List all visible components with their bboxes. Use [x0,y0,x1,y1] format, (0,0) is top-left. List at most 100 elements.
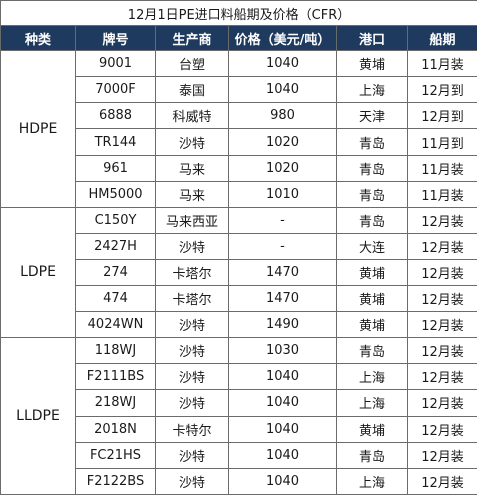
table-title-row: 12月1日PE进口料船期及价格（CFR） [0,0,477,27]
header-schedule: 船期 [406,25,477,52]
category-cell: HDPE [0,50,76,208]
schedule-cell: 12月装 [406,363,477,391]
schedule-cell: 12月装 [406,337,477,365]
grade-cell: F2111BS [75,363,156,391]
price-cell: 1040 [228,415,337,443]
schedule-cell: 12月装 [406,311,477,339]
header-grade: 牌号 [75,25,156,52]
producer-cell: 卡塔尔 [155,258,229,287]
schedule-cell: 12月装 [406,258,477,287]
grade-cell: 2427H [75,232,156,260]
grade-cell: HM5000 [75,180,156,208]
price-cell: 1020 [228,128,337,156]
table-row: 4024WN 沙特 1490 黄埔 12月装 [1,311,477,339]
producer-cell: 沙特 [155,467,229,495]
grade-cell: 961 [75,154,156,182]
price-cell: 1010 [228,180,337,208]
port-cell: 青岛 [336,206,408,234]
price-cell: 1040 [228,441,337,469]
price-cell: - [228,232,337,260]
producer-cell: 沙特 [155,311,229,339]
grade-cell: C150Y [75,206,156,234]
port-cell: 黄埔 [336,258,408,287]
table-row: F2122BS 沙特 1040 上海 12月装 [1,467,477,495]
price-cell: 1470 [228,258,337,287]
producer-cell: 沙特 [155,389,229,417]
schedule-cell: 12月到 [406,76,477,104]
producer-cell: 马来西亚 [155,206,229,234]
schedule-cell: 12月装 [406,232,477,260]
port-cell: 天津 [336,102,408,130]
grade-cell: FC21HS [75,441,156,469]
table-row: 218WJ 沙特 1040 上海 12月装 [1,389,477,417]
producer-cell: 马来 [155,180,229,208]
port-cell: 大连 [336,232,408,260]
producer-cell: 沙特 [155,363,229,391]
price-cell: 1040 [228,363,337,391]
schedule-cell: 11月装 [406,180,477,208]
schedule-cell: 12月到 [406,102,477,130]
producer-cell: 台塑 [155,50,229,78]
grade-cell: 6888 [75,102,156,130]
price-cell: 1040 [228,50,337,78]
price-cell: 1470 [228,285,337,313]
schedule-cell: 11月装 [406,154,477,182]
port-cell: 上海 [336,76,408,104]
grade-cell: 274 [75,258,156,287]
schedule-cell: 12月装 [406,441,477,469]
grade-cell: 118WJ [75,337,156,365]
producer-cell: 沙特 [155,337,229,365]
price-cell: - [228,206,337,234]
port-cell: 青岛 [336,180,408,208]
price-cell: 1040 [228,467,337,495]
port-cell: 上海 [336,467,408,495]
producer-cell: 马来 [155,154,229,182]
producer-cell: 科威特 [155,102,229,130]
table-row: HM5000 马来 1010 青岛 11月装 [1,180,477,208]
schedule-cell: 12月装 [406,389,477,417]
grade-cell: TR144 [75,128,156,156]
schedule-cell: 12月装 [406,206,477,234]
header-category: 种类 [0,25,76,52]
table-row: 7000F 泰国 1040 上海 12月到 [1,76,477,104]
producer-cell: 卡塔尔 [155,285,229,313]
price-cell: 1020 [228,154,337,182]
table-row: LLDPE 118WJ 沙特 1030 青岛 12月装 [0,337,477,495]
price-cell: 980 [228,102,337,130]
table-row: HDPE 9001 台塑 1040 黄埔 11月装 [0,50,477,208]
header-port: 港口 [336,25,408,52]
port-cell: 青岛 [336,441,408,469]
grade-cell: 2018N [75,415,156,443]
port-cell: 黄埔 [336,415,408,443]
producer-cell: 沙特 [155,441,229,469]
table-row: 961 马来 1020 青岛 11月装 [1,154,477,182]
category-cell: LDPE [0,206,76,339]
header-producer: 生产商 [155,25,229,52]
port-cell: 青岛 [336,154,408,182]
producer-cell: 沙特 [155,128,229,156]
producer-cell: 沙特 [155,232,229,260]
grade-cell: 474 [75,285,156,313]
grade-cell: 4024WN [75,311,156,339]
port-cell: 黄埔 [336,50,408,78]
port-cell: 青岛 [336,337,408,365]
grade-cell: 218WJ [75,389,156,417]
category-cell: LLDPE [0,337,76,495]
schedule-cell: 12月装 [406,415,477,443]
price-cell: 1490 [228,311,337,339]
producer-cell: 卡特尔 [155,415,229,443]
table-title: 12月1日PE进口料船期及价格（CFR） [0,0,477,27]
price-cell: 1030 [228,337,337,365]
schedule-cell: 11月到 [406,128,477,156]
table-row: 474 卡塔尔 1470 黄埔 12月装 [1,285,477,313]
header-price: 价格（美元/吨） [228,25,337,52]
table-row: 6888 科威特 980 天津 12月到 [1,102,477,130]
schedule-cell: 12月装 [406,285,477,313]
port-cell: 黄埔 [336,311,408,339]
grade-cell: F2122BS [75,467,156,495]
port-cell: 黄埔 [336,285,408,313]
schedule-cell: 12月装 [406,467,477,495]
table-row: 2427H 沙特 - 大连 12月装 [1,232,477,260]
table-row: TR144 沙特 1020 青岛 11月到 [1,128,477,156]
